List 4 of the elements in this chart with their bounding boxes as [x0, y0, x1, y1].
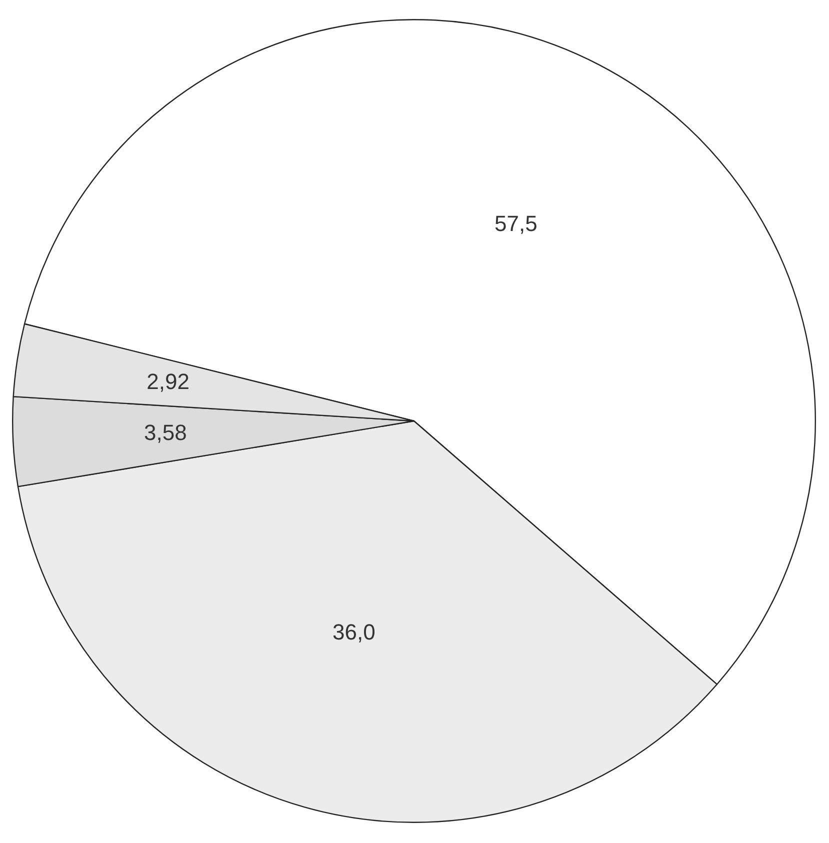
data-label: 2,92 — [146, 369, 190, 394]
data-label: 3,58 — [144, 420, 187, 445]
data-label: 36,0 — [332, 619, 376, 644]
data-label: 57,5 — [494, 211, 538, 236]
